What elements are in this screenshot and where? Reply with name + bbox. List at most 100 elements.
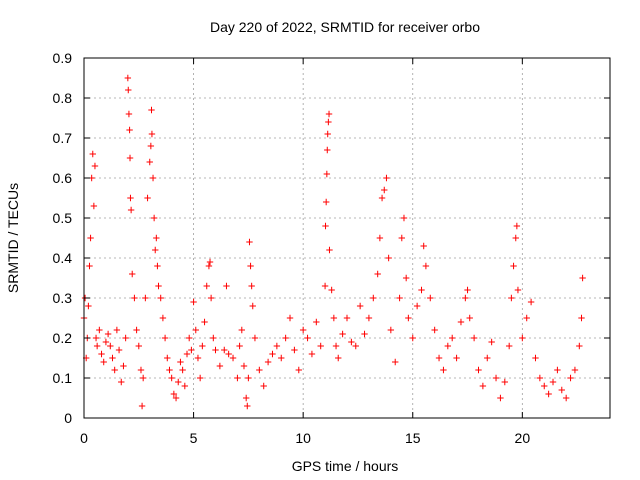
data-point	[317, 342, 324, 350]
data-point	[127, 194, 134, 202]
data-point	[122, 334, 129, 342]
data-point	[383, 174, 390, 182]
data-point	[492, 374, 500, 382]
data-point	[144, 194, 151, 202]
x-tick-label: 15	[405, 430, 421, 446]
data-point	[199, 342, 206, 350]
data-point	[244, 402, 251, 410]
data-point	[90, 202, 98, 210]
data-point	[512, 234, 519, 242]
data-point	[177, 358, 184, 366]
data-point	[170, 390, 178, 398]
data-point	[186, 334, 193, 342]
data-point	[326, 246, 333, 254]
data-point	[304, 334, 311, 342]
axis-ticks	[83, 57, 610, 419]
data-point	[339, 330, 346, 338]
data-point	[291, 346, 298, 354]
x-tick-label: 20	[515, 430, 531, 446]
data-point	[385, 254, 392, 262]
y-tick-label: 0.7	[53, 130, 73, 146]
data-point	[247, 262, 254, 270]
data-point	[462, 294, 469, 302]
x-tick-label: 0	[80, 430, 88, 446]
data-point	[89, 150, 96, 158]
data-point	[150, 214, 158, 222]
x-tick-label: 5	[190, 430, 198, 446]
data-point	[431, 326, 438, 334]
data-point	[100, 358, 107, 366]
y-tick-label: 0.6	[53, 170, 73, 186]
data-point	[142, 294, 149, 302]
data-point	[149, 174, 157, 182]
data-point	[435, 354, 443, 362]
data-point	[203, 282, 210, 290]
data-point	[332, 342, 340, 350]
data-point	[91, 162, 99, 170]
grid-lines	[84, 58, 610, 418]
data-point	[240, 362, 248, 370]
data-point	[207, 294, 215, 302]
data-point	[418, 286, 425, 294]
data-point	[102, 338, 110, 346]
data-point	[86, 262, 93, 270]
data-point	[308, 350, 316, 358]
data-point	[567, 374, 574, 382]
data-point	[470, 334, 478, 342]
data-point	[536, 374, 544, 382]
data-point	[361, 330, 368, 338]
data-point	[519, 334, 526, 342]
data-point	[223, 282, 230, 290]
chart-title: Day 220 of 2022, SRMTID for receiver orb…	[210, 19, 480, 35]
data-point	[299, 326, 307, 334]
data-point	[87, 234, 94, 242]
data-point	[398, 234, 405, 242]
x-axis-label: GPS time / hours	[292, 458, 399, 474]
data-point	[96, 326, 103, 334]
data-point	[210, 334, 217, 342]
data-point	[420, 242, 427, 250]
data-point	[356, 302, 364, 310]
data-point	[562, 394, 570, 402]
data-point	[576, 342, 583, 350]
data-point	[164, 354, 171, 362]
data-point	[107, 342, 114, 350]
data-point	[325, 118, 332, 126]
data-point	[125, 86, 132, 94]
data-point	[278, 354, 285, 362]
data-point	[183, 350, 191, 358]
data-point	[113, 326, 121, 334]
data-point	[216, 362, 224, 370]
data-point	[85, 302, 92, 310]
y-tick-labels: 0 0.1 0.2 0.3 0.4 0.5 0.6 0.7 0.8 0.9	[53, 50, 73, 426]
data-point	[457, 318, 465, 326]
data-point	[205, 262, 213, 270]
data-point	[321, 282, 329, 290]
data-point	[286, 314, 294, 322]
data-point	[378, 194, 386, 202]
y-tick-label: 0.4	[53, 250, 73, 266]
data-point	[376, 234, 384, 242]
y-tick-label: 0.5	[53, 210, 73, 226]
data-point	[427, 294, 434, 302]
data-point	[234, 374, 241, 382]
y-tick-label: 0.9	[53, 50, 73, 66]
data-point	[324, 130, 331, 138]
data-point	[245, 374, 252, 382]
plot-frame	[83, 57, 611, 419]
data-point	[579, 274, 586, 282]
data-point	[523, 314, 530, 322]
data-point	[409, 334, 416, 342]
data-point	[400, 214, 408, 222]
data-point	[161, 334, 169, 342]
data-point	[147, 142, 155, 150]
data-point	[238, 326, 245, 334]
data-point	[118, 378, 125, 386]
data-point	[348, 338, 355, 346]
data-point	[440, 366, 447, 374]
data-point	[206, 258, 214, 266]
data-point	[484, 354, 491, 362]
data-point	[179, 366, 186, 374]
y-tick-label: 0	[64, 410, 72, 426]
data-point	[159, 314, 167, 322]
